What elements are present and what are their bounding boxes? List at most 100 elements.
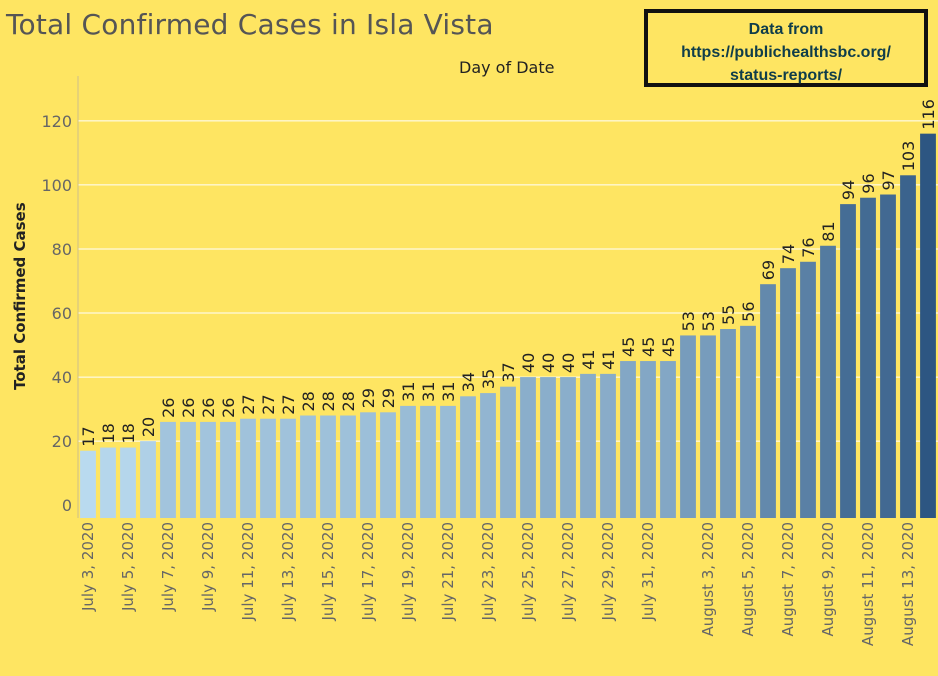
x-tick-label: July 29, 2020	[599, 522, 617, 622]
bar	[200, 421, 216, 518]
bar-value-label: 40	[559, 353, 578, 373]
bar-value-label: 97	[879, 170, 898, 190]
y-tick-label: 100	[41, 176, 72, 195]
bar-value-label: 18	[119, 423, 138, 443]
bar-value-label: 18	[99, 423, 118, 443]
bar-value-label: 26	[179, 398, 198, 418]
bar-value-label: 26	[199, 398, 218, 418]
source-line-3: status-reports/	[729, 67, 843, 84]
y-tick-label: 60	[52, 304, 72, 323]
y-tick-label: 120	[41, 112, 72, 131]
bar	[600, 373, 616, 518]
x-tick-label: August 5, 2020	[739, 522, 757, 637]
bar-value-label: 41	[599, 350, 618, 370]
bar	[520, 377, 536, 518]
x-tick-label: August 3, 2020	[699, 522, 717, 637]
bar-value-label: 69	[759, 260, 778, 280]
bar-value-label: 26	[219, 398, 238, 418]
bar	[460, 396, 476, 518]
bar-value-label: 116	[919, 99, 938, 130]
bar	[340, 415, 356, 518]
y-tick-label: 40	[52, 368, 72, 387]
bar	[920, 133, 936, 519]
bar-value-label: 40	[519, 353, 538, 373]
bar-value-label: 28	[299, 391, 318, 411]
x-tick-label: July 31, 2020	[639, 522, 657, 622]
bar	[580, 373, 596, 518]
x-tick-label: July 13, 2020	[279, 522, 297, 622]
bar-value-label: 31	[419, 382, 438, 402]
bar-value-label: 53	[699, 311, 718, 331]
bars	[80, 133, 936, 519]
source-line-1: Data from	[748, 21, 824, 38]
x-tick-label: August 7, 2020	[779, 522, 797, 637]
bar-value-label: 31	[439, 382, 458, 402]
bar	[160, 421, 176, 518]
bar	[320, 415, 336, 518]
bar	[420, 405, 436, 518]
y-axis-ticks: 0 20 40 60 80 100 120	[41, 112, 72, 515]
bar	[140, 441, 156, 518]
bar	[480, 393, 496, 518]
chart-subtitle: Day of Date	[459, 58, 555, 77]
bar-value-label: 56	[739, 301, 758, 321]
bar-value-label: 53	[679, 311, 698, 331]
bar	[540, 377, 556, 518]
bar	[500, 386, 516, 518]
bar-value-label: 26	[159, 398, 178, 418]
x-tick-label: July 3, 2020	[79, 522, 97, 612]
bar	[820, 245, 836, 519]
bar-value-label: 27	[239, 394, 258, 414]
bar	[80, 450, 96, 518]
bar	[780, 268, 796, 518]
bar-value-label: 45	[619, 337, 638, 357]
bar	[760, 284, 776, 518]
x-tick-label: July 21, 2020	[439, 522, 457, 622]
bar	[560, 377, 576, 518]
bar	[360, 412, 376, 518]
bar-value-label: 37	[499, 362, 518, 382]
x-tick-label: July 15, 2020	[319, 522, 337, 622]
bar-value-label: 45	[639, 337, 658, 357]
bar	[900, 175, 916, 518]
data-source-box: Data from https://publichealthsbc.org/ s…	[644, 9, 928, 87]
x-tick-label: August 13, 2020	[899, 522, 917, 646]
bar	[380, 412, 396, 518]
bar-value-label: 17	[79, 426, 98, 446]
x-tick-label: July 27, 2020	[559, 522, 577, 622]
bar	[100, 447, 116, 518]
bar-value-label: 41	[579, 350, 598, 370]
bar-value-label: 27	[279, 394, 298, 414]
bar	[220, 421, 236, 518]
bar-value-label: 29	[359, 388, 378, 408]
x-tick-label: July 25, 2020	[519, 522, 537, 622]
source-line-2: https://publichealthsbc.org/	[681, 44, 891, 61]
bar-value-label: 27	[259, 394, 278, 414]
bar	[860, 197, 876, 518]
bar-value-label: 103	[899, 141, 918, 172]
bar	[240, 418, 256, 518]
y-tick-label: 0	[62, 496, 72, 515]
bar-value-label: 76	[799, 237, 818, 257]
bar	[700, 335, 716, 518]
x-tick-label: July 19, 2020	[399, 522, 417, 622]
bar-value-label: 20	[139, 417, 158, 437]
bar-value-label: 35	[479, 369, 498, 389]
bar-value-label: 28	[339, 391, 358, 411]
bar-value-label: 81	[819, 221, 838, 241]
bar	[880, 194, 896, 518]
bar	[120, 447, 136, 518]
x-tick-label: July 17, 2020	[359, 522, 377, 622]
bar	[840, 204, 856, 518]
bar-value-label: 96	[859, 173, 878, 193]
x-tick-label: July 7, 2020	[159, 522, 177, 612]
x-tick-label: August 11, 2020	[859, 522, 877, 646]
x-tick-label: August 9, 2020	[819, 522, 837, 637]
bar-value-label: 45	[659, 337, 678, 357]
x-axis-tick-labels: July 3, 2020 July 5, 2020 July 7, 2020 July…	[79, 522, 917, 646]
x-tick-label: July 9, 2020	[199, 522, 217, 612]
bar-value-label: 55	[719, 305, 738, 325]
bar-value-label: 34	[459, 372, 478, 392]
bar	[440, 405, 456, 518]
